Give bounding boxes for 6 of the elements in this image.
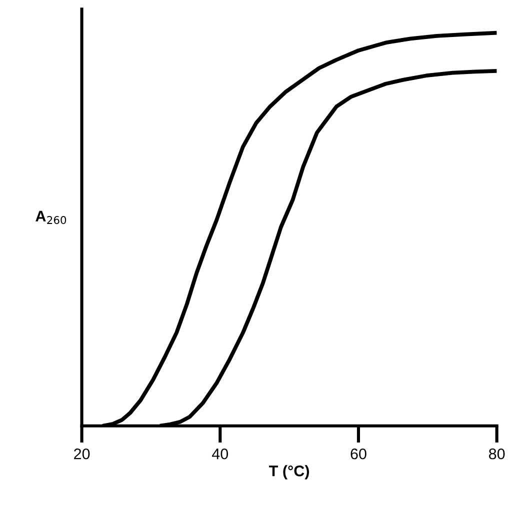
x-axis-title: T (°C) [269,465,309,480]
x-tick-label: 60 [350,448,366,460]
x-tick-label: 80 [488,448,505,460]
x-tick-label: 40 [212,448,228,460]
x-tick-label: 20 [74,448,90,460]
y-axis-title: A$_{260}$ [36,210,66,224]
